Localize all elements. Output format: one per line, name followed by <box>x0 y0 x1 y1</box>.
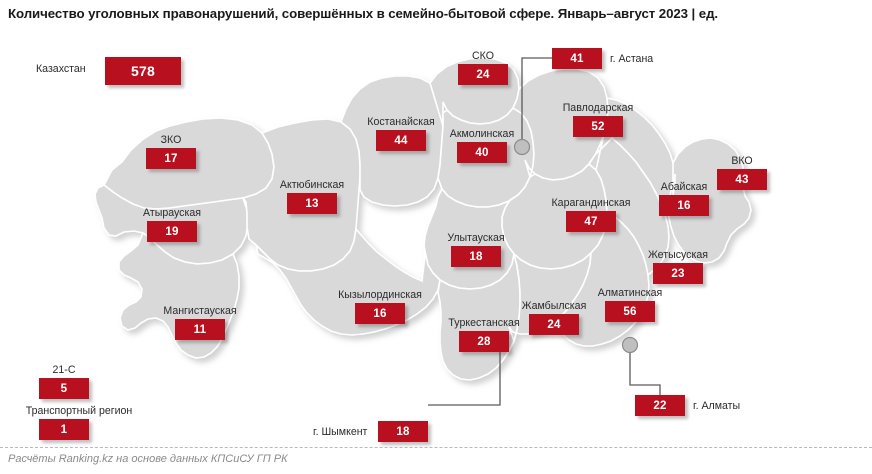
region-label-zko: ЗКО <box>160 134 182 146</box>
region-label-vko: ВКО <box>731 155 753 167</box>
city-label-astana: г. Астана <box>610 53 654 65</box>
region-label-kyzylorda: Кызылординская <box>338 289 422 301</box>
region-label-aktobe: Актюбинская <box>279 179 345 191</box>
region-label-zhambyl: Жамбылская <box>521 300 587 312</box>
country-total-badge[interactable]: 578 <box>105 57 181 85</box>
region-badge-kostanay[interactable]: 44 <box>376 130 426 151</box>
region-badge-zhetysu[interactable]: 23 <box>653 263 703 284</box>
region-label-kostanay: Костанайская <box>367 116 435 128</box>
region-badge-zko[interactable]: 17 <box>146 148 196 169</box>
region-badge-mangystau[interactable]: 11 <box>175 319 225 340</box>
city-label-almaty: г. Алматы <box>693 400 741 412</box>
region-badge-karaganda[interactable]: 47 <box>566 211 616 232</box>
region-badge-sko[interactable]: 24 <box>458 64 508 85</box>
marker-almaty <box>621 336 639 354</box>
leader-line-astana <box>521 57 552 142</box>
region-label-almaty-oblast: Алматинская <box>597 287 663 299</box>
region-badge-ulytau[interactable]: 18 <box>451 246 501 267</box>
region-badge-abay[interactable]: 16 <box>659 195 709 216</box>
region-label-turkistan: Туркестанская <box>448 317 520 329</box>
region-badge-akmola[interactable]: 40 <box>457 142 507 163</box>
region-badge-aktobe[interactable]: 13 <box>287 193 337 214</box>
extra-badge-21c[interactable]: 5 <box>39 378 89 399</box>
region-label-abay: Абайская <box>660 181 708 193</box>
city-badge-almaty[interactable]: 22 <box>635 395 685 416</box>
region-badge-zhambyl[interactable]: 24 <box>529 314 579 335</box>
region-badge-kyzylorda[interactable]: 16 <box>355 303 405 324</box>
footer-note: Расчёты Ranking.kz на основе данных КПСи… <box>8 453 288 465</box>
region-label-karaganda: Карагандинская <box>551 197 631 209</box>
city-label-shymkent: г. Шымкент <box>313 426 368 438</box>
region-badge-almaty-oblast[interactable]: 56 <box>605 301 655 322</box>
footer-divider <box>0 447 872 448</box>
extra-badge-transport-region[interactable]: 1 <box>39 419 89 440</box>
region-badge-vko[interactable]: 43 <box>717 169 767 190</box>
leader-line-shymkent <box>428 345 501 406</box>
region-badge-turkistan[interactable]: 28 <box>459 331 509 352</box>
country-total-label: Казахстан <box>36 63 86 75</box>
extra-label-transport-region: Транспортный регион <box>25 405 133 417</box>
region-label-mangystau: Мангистауская <box>163 305 237 317</box>
extra-label-21c: 21-С <box>52 364 76 376</box>
city-badge-shymkent[interactable]: 18 <box>378 421 428 442</box>
marker-astana <box>513 138 531 156</box>
region-label-ulytau: Улытауская <box>447 232 505 244</box>
region-label-zhetysu: Жетысуская <box>648 249 708 261</box>
page-title: Количество уголовных правонарушений, сов… <box>8 6 718 21</box>
region-label-akmola: Акмолинская <box>449 128 515 140</box>
region-label-sko: СКО <box>472 50 494 62</box>
region-label-pavlodar: Павлодарская <box>562 102 634 114</box>
city-badge-astana[interactable]: 41 <box>552 48 602 69</box>
region-label-atyrau: Атырауская <box>143 207 201 219</box>
region-badge-pavlodar[interactable]: 52 <box>573 116 623 137</box>
region-badge-atyrau[interactable]: 19 <box>147 221 197 242</box>
